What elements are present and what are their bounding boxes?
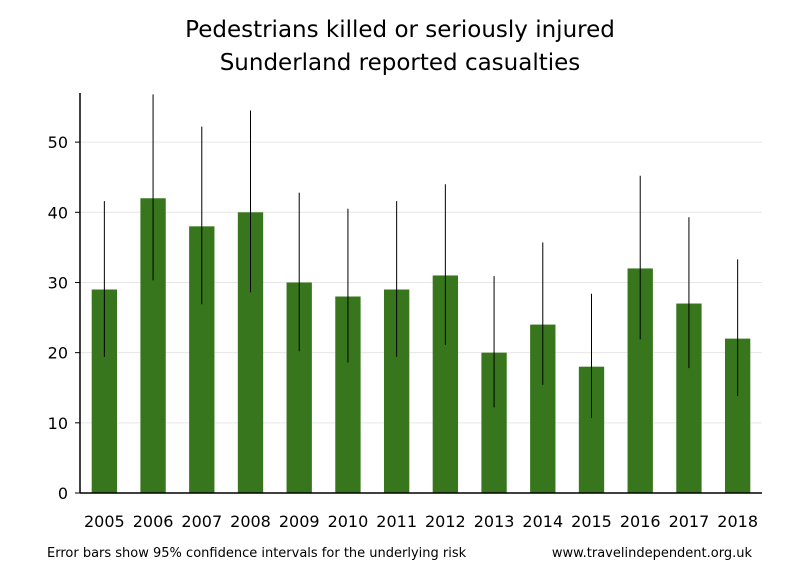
- x-tick-label: 2005: [84, 512, 125, 531]
- x-tick-label: 2008: [230, 512, 271, 531]
- axis-layer: [75, 93, 762, 494]
- x-tick-label: 2006: [133, 512, 174, 531]
- x-tick-label: 2009: [279, 512, 320, 531]
- x-tick-label: 2011: [376, 512, 417, 531]
- chart-title: Pedestrians killed or seriously injured: [185, 17, 615, 43]
- x-tick-label: 2014: [522, 512, 563, 531]
- x-tick-label: 2018: [717, 512, 758, 531]
- bar-layer: [91, 198, 751, 494]
- chart-subtitle: Sunderland reported casualties: [220, 50, 581, 76]
- footnote: Error bars show 95% confidence intervals…: [47, 546, 467, 561]
- y-tick-label: 50: [48, 133, 68, 152]
- y-tick-label: 10: [48, 414, 68, 433]
- y-tick-label: 40: [48, 203, 68, 222]
- tick-label-layer: 0 10 20 30 40 50 2005 2006 2007 2008 2009 2010 2011 2…: [48, 133, 758, 531]
- source-credit: www.travelindependent.org.uk: [552, 546, 753, 561]
- x-tick-label: 2010: [328, 512, 369, 531]
- y-tick-label: 30: [48, 273, 68, 292]
- x-tick-label: 2013: [474, 512, 515, 531]
- x-tick-label: 2016: [620, 512, 661, 531]
- grid-layer: [80, 141, 762, 424]
- x-tick-label: 2007: [181, 512, 222, 531]
- error-bar-layer: [103, 94, 739, 418]
- y-tick-label: 0: [58, 484, 68, 503]
- x-tick-label: 2017: [669, 512, 710, 531]
- x-tick-label: 2012: [425, 512, 466, 531]
- y-tick-label: 20: [48, 344, 68, 363]
- x-tick-label: 2015: [571, 512, 612, 531]
